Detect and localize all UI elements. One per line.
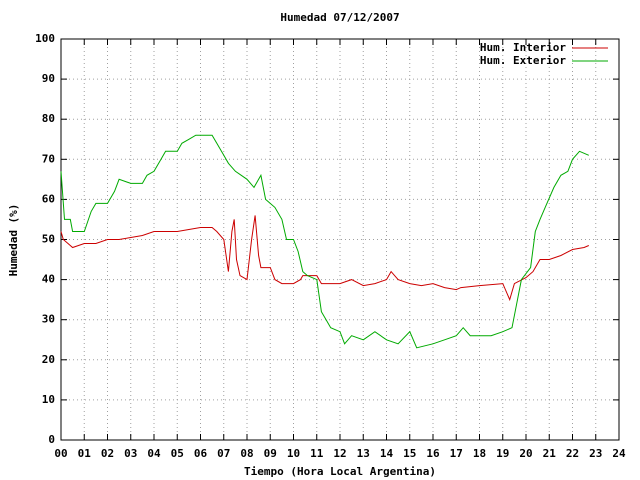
x-tick-label: 13	[357, 447, 370, 460]
x-tick-label: 15	[403, 447, 416, 460]
x-tick-label: 23	[589, 447, 602, 460]
y-tick-label: 100	[35, 32, 55, 45]
x-tick-label: 07	[217, 447, 230, 460]
x-tick-label: 08	[240, 447, 253, 460]
legend-label: Hum. Exterior	[480, 54, 566, 67]
y-tick-label: 40	[42, 273, 55, 286]
legend-label: Hum. Interior	[480, 41, 566, 54]
data-line	[60, 134, 589, 349]
y-tick-label: 0	[48, 433, 55, 446]
x-tick-label: 20	[519, 447, 532, 460]
x-tick-label: 11	[310, 447, 324, 460]
y-tick-label: 30	[42, 313, 55, 326]
x-tick-label: 12	[333, 447, 346, 460]
x-tick-label: 16	[426, 447, 440, 460]
y-tick-label: 50	[42, 233, 55, 246]
y-tick-label: 90	[42, 72, 55, 85]
x-tick-label: 10	[287, 447, 300, 460]
x-tick-label: 14	[380, 447, 394, 460]
x-tick-label: 17	[450, 447, 463, 460]
x-tick-label: 00	[54, 447, 67, 460]
x-tick-label: 04	[147, 447, 161, 460]
chart-title: Humedad 07/12/2007	[280, 11, 399, 24]
x-tick-label: 19	[496, 447, 509, 460]
x-tick-label: 18	[473, 447, 486, 460]
plot-border	[60, 38, 620, 441]
x-tick-label: 06	[194, 447, 208, 460]
y-tick-label: 60	[42, 192, 55, 205]
x-tick-label: 01	[78, 447, 92, 460]
data-line	[60, 215, 589, 302]
x-axis-label: Tiempo (Hora Local Argentina)	[244, 465, 436, 478]
x-tick-label: 21	[543, 447, 557, 460]
x-tick-label: 09	[264, 447, 277, 460]
y-axis-label: Humedad (%)	[7, 204, 20, 277]
y-tick-label: 10	[42, 393, 55, 406]
x-tick-label: 03	[124, 447, 137, 460]
y-tick-label: 70	[42, 152, 55, 165]
x-tick-label: 02	[101, 447, 114, 460]
y-tick-label: 80	[42, 112, 55, 125]
y-tick-label: 20	[42, 353, 55, 366]
x-tick-label: 22	[566, 447, 579, 460]
x-tick-label: 24	[612, 447, 626, 460]
x-tick-label: 05	[171, 447, 184, 460]
